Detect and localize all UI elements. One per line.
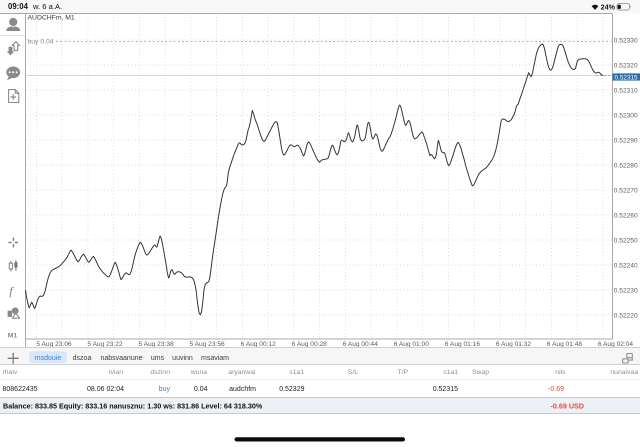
svg-text:5 Aug 23:22: 5 Aug 23:22	[87, 341, 123, 348]
svg-text:w. 6 a.A.: w. 6 a.A.	[32, 2, 62, 11]
svg-text:09:04: 09:04	[8, 2, 29, 11]
svg-text:msdouie: msdouie	[35, 355, 62, 362]
svg-text:msaviam: msaviam	[201, 355, 229, 362]
svg-text:0.04: 0.04	[194, 386, 208, 393]
svg-text:6 Aug 01:48: 6 Aug 01:48	[547, 341, 583, 348]
svg-text:6 Aug 01:16: 6 Aug 01:16	[445, 341, 481, 348]
svg-text:0.52220: 0.52220	[614, 312, 638, 319]
svg-text:nunaivaa: nunaivaa	[610, 369, 638, 376]
svg-text:0.52315: 0.52315	[433, 386, 458, 393]
svg-text:24%: 24%	[601, 2, 616, 11]
svg-text:0.52240: 0.52240	[614, 262, 638, 269]
svg-text:Swap: Swap	[472, 369, 489, 376]
svg-text:T/P: T/P	[397, 369, 408, 376]
svg-text:6 Aug 00:28: 6 Aug 00:28	[292, 341, 328, 348]
svg-text:0.52260: 0.52260	[614, 212, 638, 219]
svg-text:5 Aug 23:06: 5 Aug 23:06	[36, 341, 72, 348]
svg-text:Balance: 833.85 Equity: 833.16: Balance: 833.85 Equity: 833.16 nanusznu:…	[3, 401, 263, 410]
svg-text:nabsvaanune: nabsvaanune	[100, 355, 142, 362]
svg-text:S/L: S/L	[348, 369, 358, 376]
svg-text:audchfm: audchfm	[229, 386, 256, 393]
svg-text:5 Aug 23:38: 5 Aug 23:38	[138, 341, 174, 348]
svg-text:0.52315: 0.52315	[615, 74, 639, 81]
svg-text:808622435: 808622435	[3, 386, 38, 393]
svg-text:rhaiv: rhaiv	[3, 369, 18, 376]
svg-text:f: f	[9, 284, 14, 298]
svg-text:-0.69 USD: -0.69 USD	[550, 401, 584, 410]
svg-text:M1: M1	[8, 333, 18, 340]
svg-text:08.06 02:04: 08.06 02:04	[87, 386, 124, 393]
svg-text:6 Aug 00:44: 6 Aug 00:44	[343, 341, 379, 348]
svg-text:dszoa: dszoa	[73, 355, 92, 362]
svg-text:AUDCHFm, M1: AUDCHFm, M1	[28, 15, 75, 22]
svg-text:0.52250: 0.52250	[614, 237, 638, 244]
svg-text:s1a1: s1a1	[443, 369, 458, 376]
svg-text:0.52310: 0.52310	[614, 87, 638, 94]
svg-text:0.52330: 0.52330	[614, 37, 638, 44]
svg-text:uuvinn: uuvinn	[172, 355, 193, 362]
svg-text:0.52270: 0.52270	[614, 187, 638, 194]
svg-text:-0.69: -0.69	[548, 386, 564, 393]
svg-text:s1a1: s1a1	[289, 369, 304, 376]
svg-text:nils: nils	[555, 369, 566, 376]
svg-text:buy 0.04: buy 0.04	[28, 39, 54, 46]
svg-text:wuna: wuna	[190, 369, 207, 376]
svg-text:6 Aug 01:00: 6 Aug 01:00	[394, 341, 430, 348]
svg-text:0.52290: 0.52290	[614, 137, 638, 144]
svg-text:ums: ums	[151, 355, 165, 362]
svg-text:6 Aug 02:04: 6 Aug 02:04	[598, 341, 634, 348]
svg-text:0.52300: 0.52300	[614, 112, 638, 119]
svg-text:0.52320: 0.52320	[614, 62, 638, 69]
svg-text:dszinn: dszinn	[150, 369, 170, 376]
svg-text:0.52280: 0.52280	[614, 162, 638, 169]
svg-text:0.52329: 0.52329	[279, 386, 304, 393]
svg-text:lvian: lvian	[109, 369, 123, 376]
svg-text:6 Aug 00:12: 6 Aug 00:12	[241, 341, 277, 348]
svg-text:6 Aug 01:32: 6 Aug 01:32	[496, 341, 532, 348]
svg-text:5 Aug 23:56: 5 Aug 23:56	[189, 341, 225, 348]
svg-text:aryanwal: aryanwal	[228, 369, 256, 376]
svg-text:buy: buy	[159, 386, 171, 393]
svg-text:0.52230: 0.52230	[614, 287, 638, 294]
